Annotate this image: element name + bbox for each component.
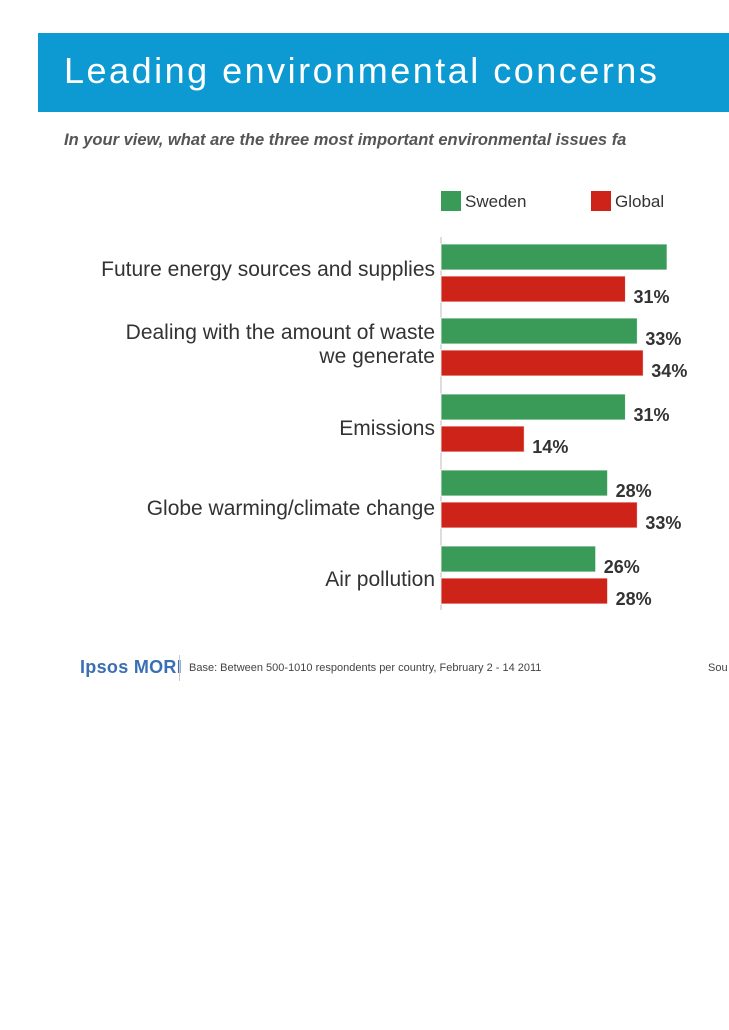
logo-divider — [179, 655, 180, 681]
data-label-sweden-1: 33% — [645, 329, 681, 349]
bar-global-2 — [440, 425, 525, 453]
title-banner — [38, 33, 729, 112]
bar-global-3 — [440, 501, 638, 529]
survey-question: In your view, what are the three most im… — [64, 131, 627, 149]
data-label-global-2: 14% — [532, 437, 568, 457]
data-label-global-3: 33% — [645, 513, 681, 533]
legend-swatch-global — [591, 191, 611, 211]
bar-global-0 — [440, 275, 626, 303]
bar-global-1 — [440, 349, 644, 377]
bar-sweden-0 — [440, 243, 668, 271]
data-label-global-0: 31% — [633, 287, 669, 307]
bar-sweden-4 — [440, 545, 597, 573]
bar-chart: Sweden Global 31% 33% 34% 31% 14% 28% 33% 26% 28% F… — [101, 191, 687, 610]
ipsos-mori-logo: Ipsos MORI — [80, 657, 183, 677]
base-note: Base: Between 500-1010 respondents per c… — [189, 662, 542, 674]
category-label-0-0: Future energy sources and supplies — [101, 258, 435, 281]
category-label-2-0: Emissions — [339, 417, 435, 440]
data-label-sweden-4: 26% — [604, 557, 640, 577]
source-note: Sou — [708, 662, 728, 674]
data-label-global-1: 34% — [651, 361, 687, 381]
data-label-global-4: 28% — [616, 589, 652, 609]
legend-swatch-sweden — [441, 191, 461, 211]
bar-global-4 — [440, 577, 609, 605]
legend-label-sweden: Sweden — [465, 192, 526, 211]
category-label-4-0: Air pollution — [325, 568, 435, 591]
category-label-1-1: we generate — [318, 345, 435, 368]
bar-sweden-2 — [440, 393, 626, 421]
data-label-sweden-2: 31% — [633, 405, 669, 425]
legend-label-global: Global — [615, 192, 664, 211]
page-title: Leading environmental concerns — [64, 50, 660, 91]
bar-sweden-1 — [440, 317, 638, 345]
category-label-3-0: Globe warming/climate change — [147, 497, 435, 520]
bar-sweden-3 — [440, 469, 609, 497]
data-label-sweden-3: 28% — [616, 481, 652, 501]
category-label-1-0: Dealing with the amount of waste — [126, 321, 435, 344]
